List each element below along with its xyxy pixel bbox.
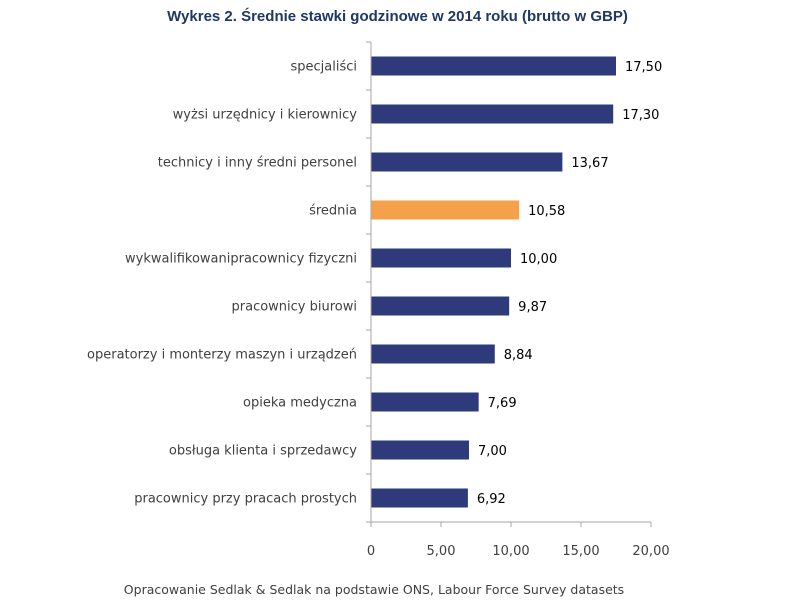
bar-9 bbox=[371, 488, 468, 508]
x-tick-label-0: 0 bbox=[367, 544, 375, 559]
category-label-8: obsługa klienta i sprzedawcy bbox=[169, 444, 357, 459]
category-label-3: średnia bbox=[309, 204, 357, 219]
category-label-4: wykwalifikowanipracownicy fizyczni bbox=[125, 252, 357, 267]
value-label-1: 17,30 bbox=[622, 108, 659, 123]
value-label-5: 9,87 bbox=[518, 300, 547, 315]
category-label-0: specjaliści bbox=[290, 60, 357, 75]
bar-6 bbox=[371, 344, 495, 364]
category-label-2: technicy i inny średni personel bbox=[158, 156, 357, 171]
bar-3 bbox=[371, 200, 520, 220]
value-label-9: 6,92 bbox=[477, 492, 506, 507]
value-label-0: 17,50 bbox=[625, 60, 662, 75]
bar-2 bbox=[371, 152, 563, 172]
x-tick-label-3: 15,00 bbox=[562, 544, 599, 559]
x-tick-label-1: 5,00 bbox=[427, 544, 456, 559]
bar-1 bbox=[371, 104, 614, 124]
value-label-8: 7,00 bbox=[478, 444, 507, 459]
bar-0 bbox=[371, 56, 616, 76]
bar-4 bbox=[371, 248, 511, 268]
value-label-4: 10,00 bbox=[520, 252, 557, 267]
chart-title: Wykres 2. Średnie stawki godzinowe w 201… bbox=[167, 8, 628, 25]
category-label-1: wyżsi urzędnicy i kierownicy bbox=[173, 108, 358, 123]
category-label-5: pracownicy biurowi bbox=[232, 300, 357, 315]
x-tick-label-2: 10,00 bbox=[492, 544, 529, 559]
bar-5 bbox=[371, 296, 510, 316]
category-label-7: opieka medyczna bbox=[243, 396, 357, 411]
bar-8 bbox=[371, 440, 469, 460]
category-label-9: pracownicy przy pracach prostych bbox=[134, 492, 357, 507]
chart-source-note: Opracowanie Sedlak & Sedlak na podstawie… bbox=[123, 582, 625, 597]
category-label-6: operatorzy i monterzy maszyn i urządzeń bbox=[87, 348, 357, 363]
x-tick-label-4: 20,00 bbox=[632, 544, 669, 559]
value-label-7: 7,69 bbox=[488, 396, 517, 411]
value-label-2: 13,67 bbox=[571, 156, 608, 171]
bar-7 bbox=[371, 392, 479, 412]
value-label-3: 10,58 bbox=[528, 204, 565, 219]
value-label-6: 8,84 bbox=[504, 348, 533, 363]
